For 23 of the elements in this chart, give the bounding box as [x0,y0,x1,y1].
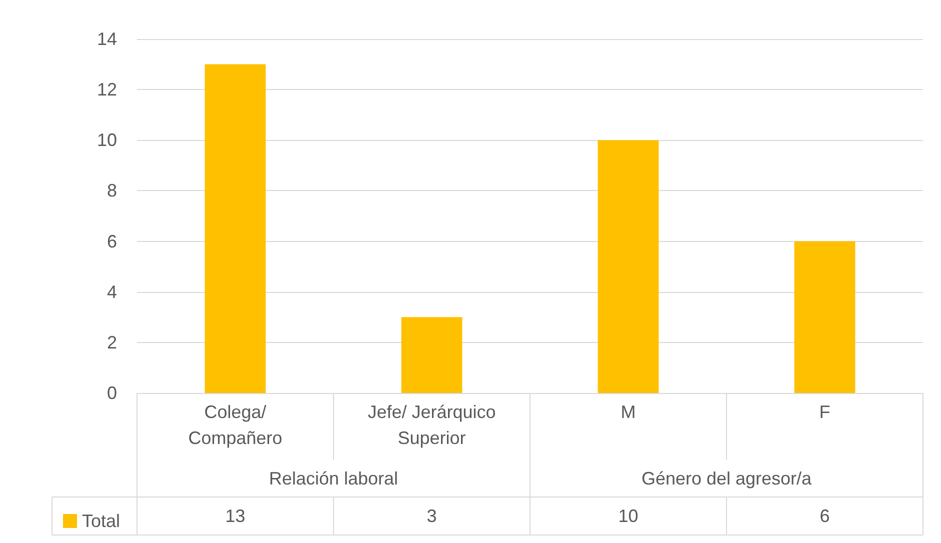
y-tick-label: 14 [96,29,117,49]
x-tick-label: Colega/ Compañero [188,402,282,448]
legend-label: Total [82,511,120,531]
x-tick-label: Jefe/ Jerárquico Superior [368,402,496,448]
data-label: 13 [225,506,246,526]
bar [598,140,659,393]
y-tick-label: 6 [106,231,117,252]
x-tick-label: M [620,402,636,422]
data-label: 6 [820,506,830,526]
x-tick-label: F [819,402,830,422]
y-tick-label: 8 [106,180,117,201]
data-label: 10 [618,506,638,526]
data-label: 3 [426,506,437,526]
bar [794,241,856,393]
text: Género del agresor/a [641,468,813,488]
y-tick-label: 10 [96,130,117,150]
y-tick-label: 0 [106,383,117,403]
bar [401,317,462,393]
y-tick-label: 12 [96,80,117,100]
text: Relación laboral [268,468,398,488]
bar [204,64,266,393]
y-tick-label: 4 [106,282,117,302]
y-tick-label: 2 [106,332,117,352]
